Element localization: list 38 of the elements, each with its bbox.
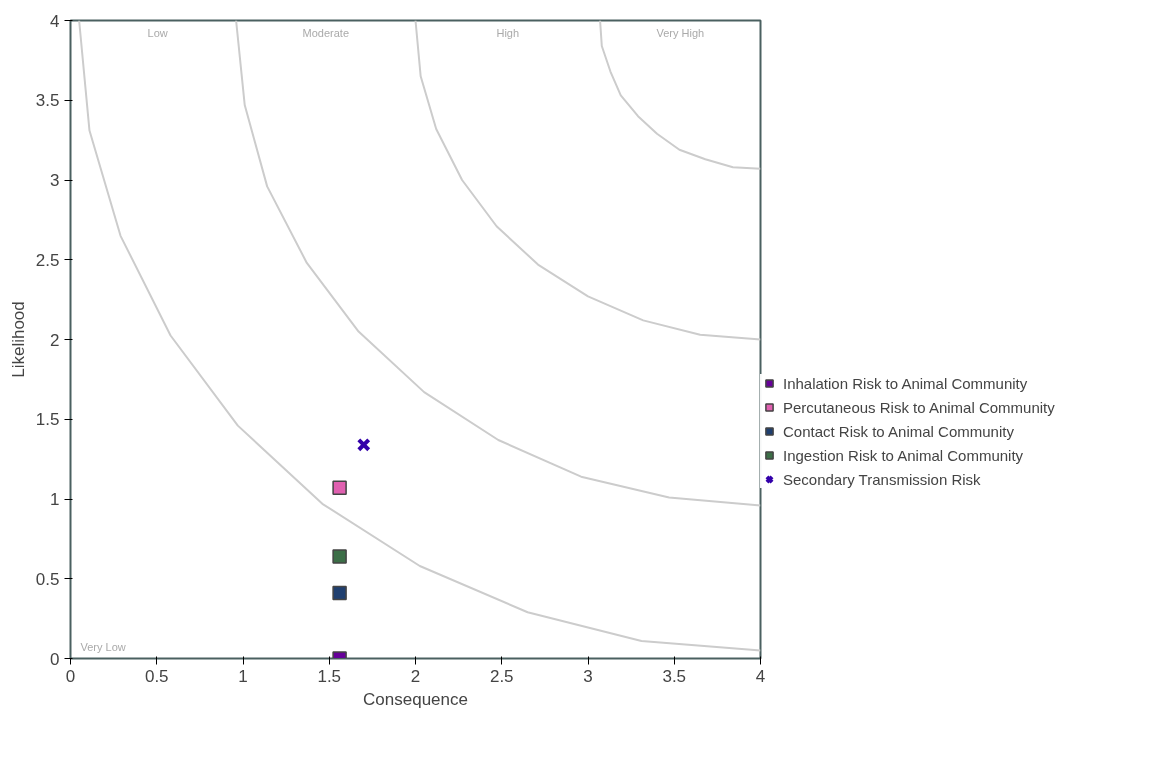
- y-tick-label: 3.5: [35, 91, 60, 111]
- y-tick-label: 0.5: [35, 569, 60, 589]
- x-tick-label: 3.5: [662, 666, 687, 686]
- x-tick-label: 1.5: [317, 666, 342, 686]
- legend-label: Secondary Transmission Risk: [783, 470, 981, 488]
- x-axis-title: Consequence: [363, 689, 468, 709]
- annotation: High: [496, 26, 520, 39]
- y-tick-label: 2.5: [35, 250, 60, 270]
- y-tick-label: 1: [50, 490, 60, 509]
- x-tick-label: 2.5: [489, 666, 514, 686]
- annotation: Low: [147, 26, 168, 39]
- line-series: [78, 20, 761, 652]
- y-tick-label: 2: [50, 330, 60, 350]
- x-tick-label: 3: [583, 666, 593, 686]
- legend-label: Contact Risk to Animal Community: [783, 422, 1014, 440]
- y-tick-label: 0: [50, 649, 60, 669]
- line-series: [599, 20, 761, 170]
- legend-label: Ingestion Risk to Animal Community: [783, 446, 1024, 464]
- point: [332, 480, 347, 496]
- x-tick-label: 4: [755, 666, 766, 686]
- point: [332, 585, 347, 601]
- y-tick-label: 1.5: [35, 410, 60, 430]
- point: [332, 549, 347, 564]
- line-series: [414, 20, 761, 341]
- x-tick-label: 2: [410, 666, 421, 686]
- x-tick-label: 0.5: [144, 666, 169, 686]
- x-tick-label: 1: [238, 666, 248, 686]
- annotation: Very High: [656, 26, 705, 39]
- line-series: [235, 20, 761, 507]
- point: [356, 437, 371, 452]
- y-tick-label: 3: [50, 171, 60, 190]
- y-tick-label: 4: [50, 11, 60, 31]
- y-axis-title: Likelihood: [8, 301, 28, 378]
- legend-label: Inhalation Risk to Animal Community: [783, 374, 1028, 392]
- annotation: Moderate: [302, 26, 350, 39]
- x-tick-label: 0: [65, 666, 76, 686]
- annotation: Very Low: [80, 640, 126, 653]
- legend-label: Percutaneous Risk to Animal Community: [783, 398, 1055, 416]
